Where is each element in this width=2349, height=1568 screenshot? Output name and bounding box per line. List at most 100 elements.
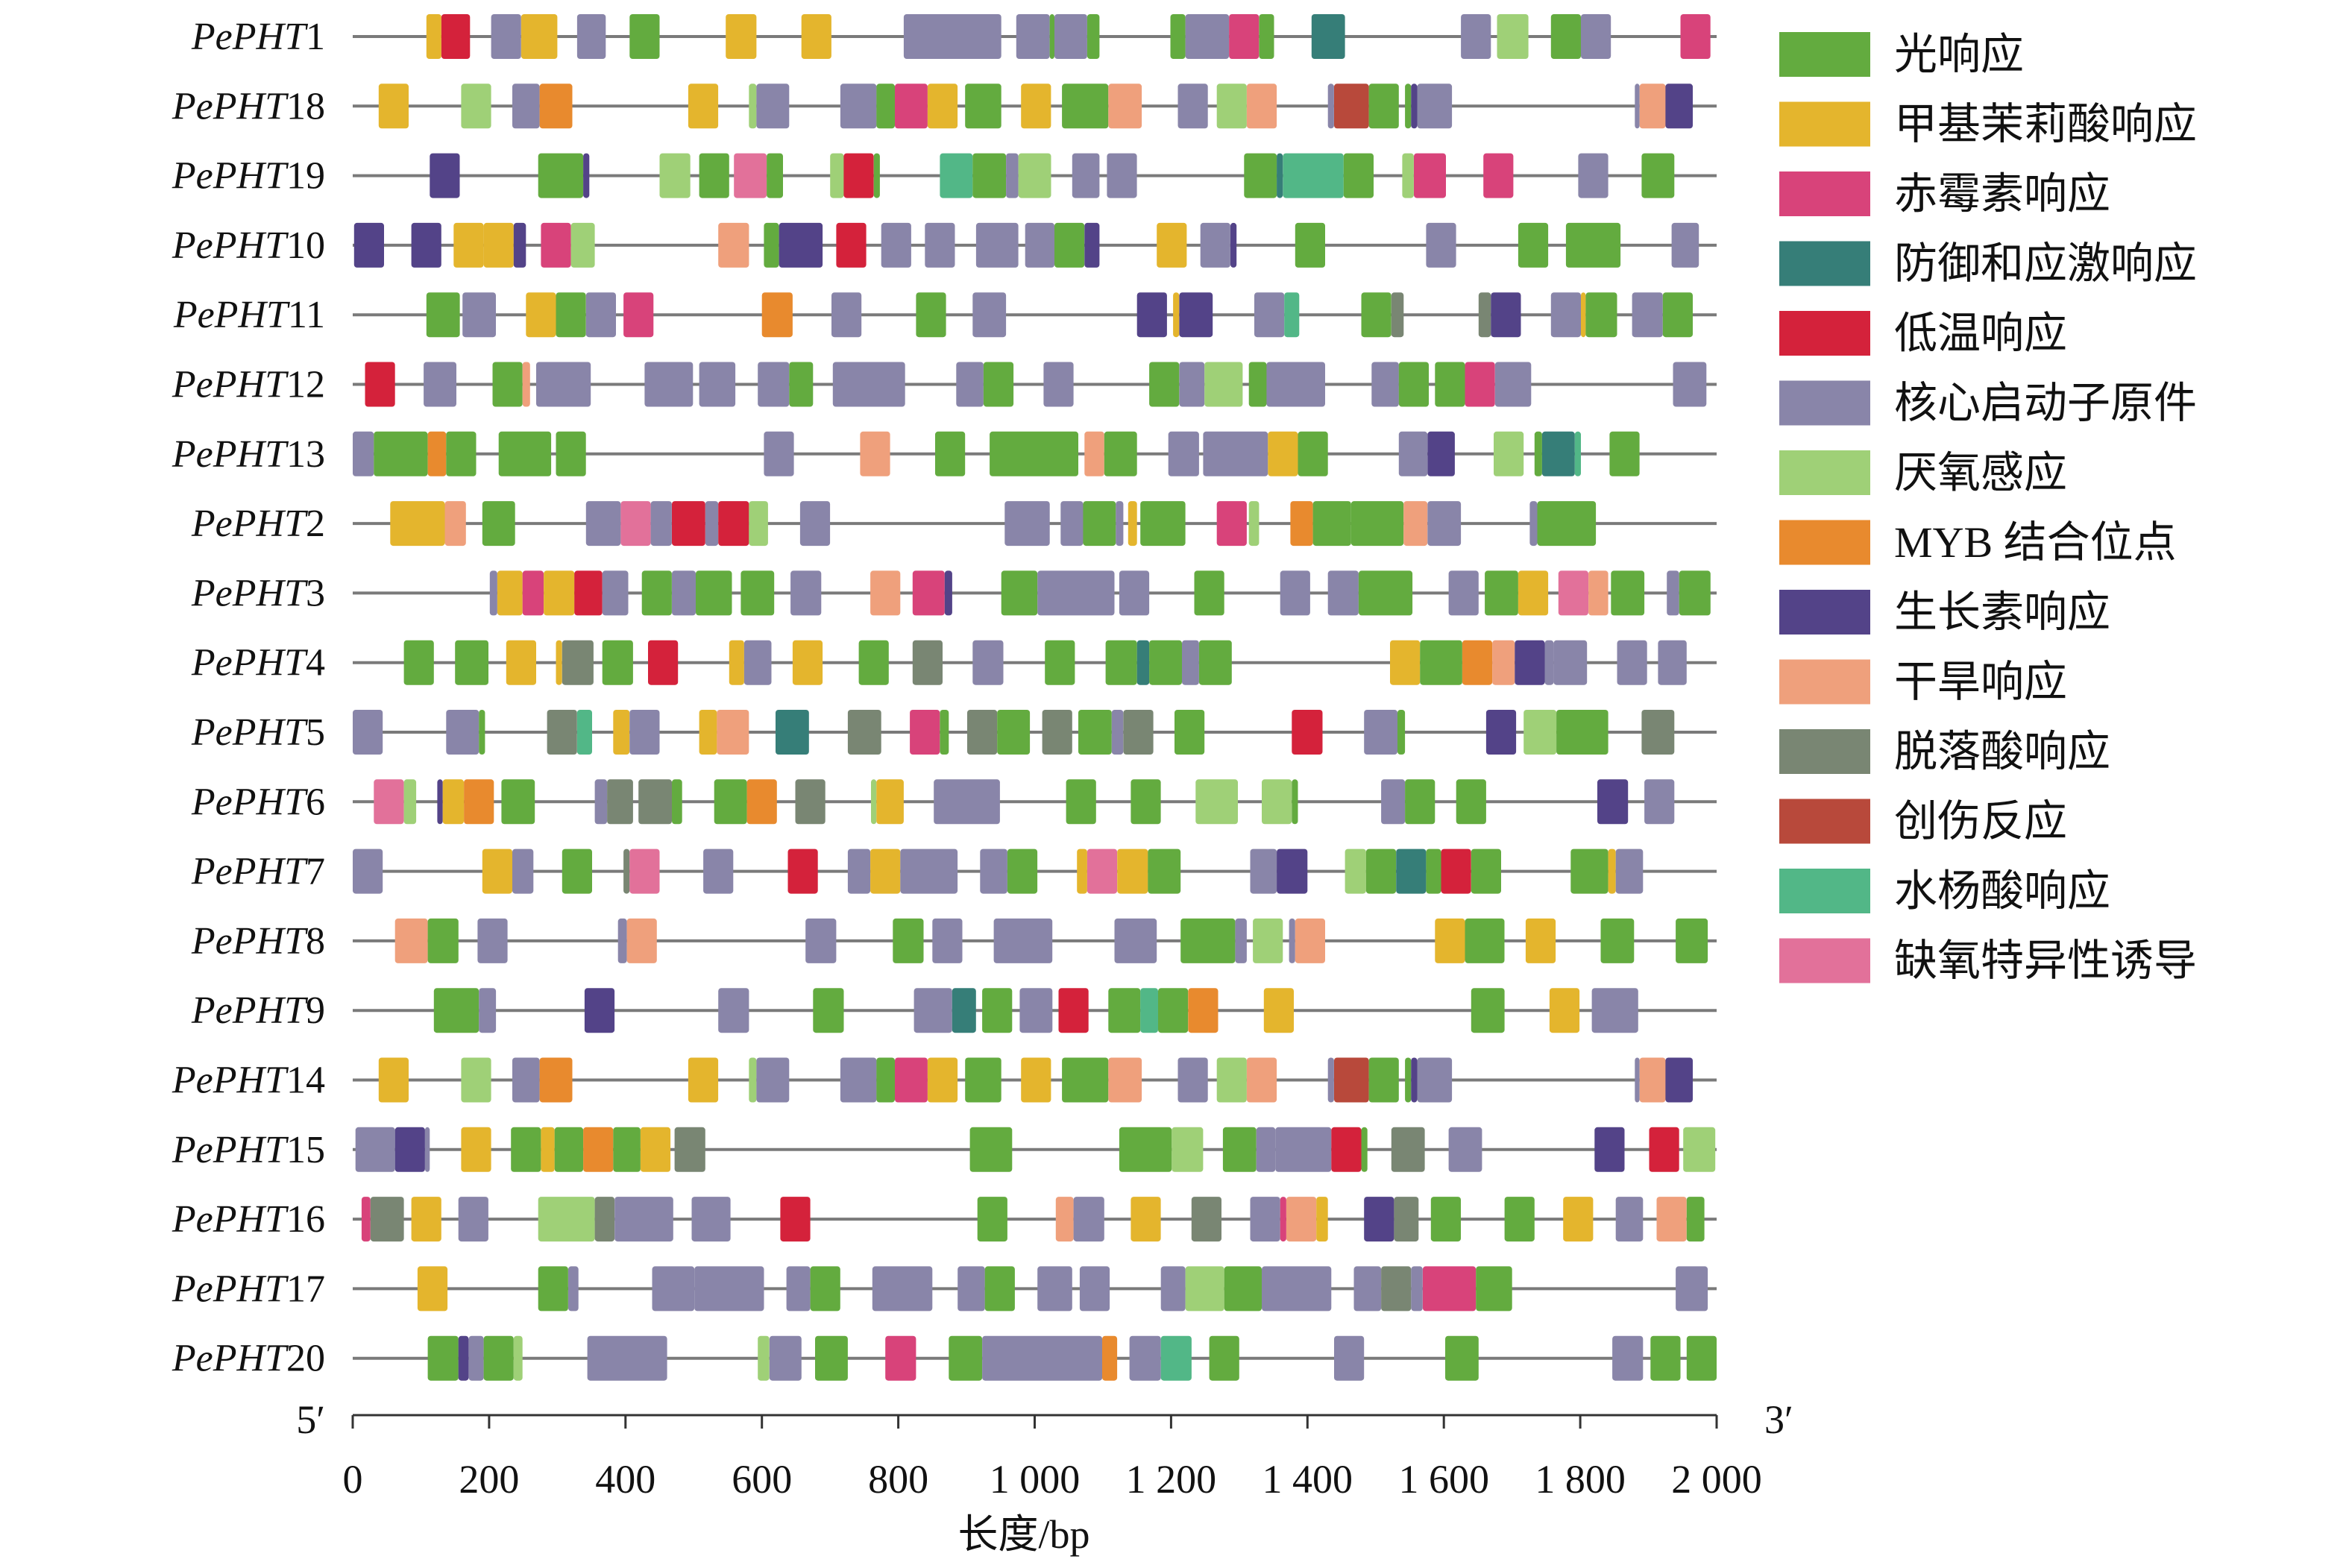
cis-element-box [1284, 292, 1300, 338]
cis-element-box [832, 362, 905, 407]
cis-element-box [1544, 640, 1554, 685]
cis-element-box [1563, 1197, 1594, 1242]
cis-element-box [641, 570, 672, 616]
cis-element-box [1229, 14, 1260, 59]
cis-element-box [1591, 988, 1638, 1033]
x-tick-label: 1 600 [1398, 1457, 1489, 1502]
cis-element-box [623, 848, 630, 894]
cis-element-box [840, 84, 877, 129]
cis-element-box [699, 362, 736, 407]
legend-item: 缺氧特异性诱导 [1779, 936, 2197, 985]
cis-element-box [1381, 1266, 1412, 1312]
cis-element-box [1116, 501, 1124, 547]
cis-element-box [1417, 84, 1453, 129]
cis-element-box [1391, 292, 1404, 338]
gene-row: PePHT14 [172, 1057, 1717, 1103]
cis-element-box [1343, 153, 1374, 198]
cis-element-box [1639, 1057, 1666, 1103]
cis-element-box [453, 222, 484, 268]
cis-element-box [743, 640, 772, 685]
cis-element-box [726, 14, 757, 59]
cis-element-box [1168, 431, 1199, 476]
cis-element-box [758, 362, 790, 407]
cis-element-box [1558, 570, 1588, 616]
cis-element-box [1518, 222, 1549, 268]
cis-element-box [1518, 570, 1549, 616]
cis-element-box [870, 570, 901, 616]
cis-element-box [694, 1266, 764, 1312]
gene-rows: PePHT1 PePHT18 PePHT19 PePHT10 PePHT11 PePHT1… [172, 14, 1717, 1381]
legend-item: 核心启动子原件 [1779, 379, 2197, 427]
cis-element-box [975, 222, 1019, 268]
cis-element-box [1420, 640, 1462, 685]
gene-row: PePHT12 [172, 362, 1717, 407]
legend-swatch [1779, 311, 1870, 356]
cis-element-box [1327, 570, 1359, 616]
legend-swatch [1779, 520, 1870, 565]
cis-element-box [860, 431, 890, 476]
cis-element-box [441, 14, 471, 59]
cis-element-box [629, 848, 660, 894]
cis-element-box [1465, 918, 1505, 963]
cis-element-box [1108, 84, 1142, 129]
cis-element-box [538, 1197, 595, 1242]
cis-element-box [1295, 918, 1325, 963]
cis-element-box [1216, 501, 1247, 547]
x-tick-label: 1 800 [1535, 1457, 1626, 1502]
gene-label: PePHT7 [191, 850, 325, 892]
cis-element-box [394, 1127, 425, 1172]
cis-element-box [426, 292, 460, 338]
cis-element-box [1537, 501, 1597, 547]
cis-element-box [913, 988, 952, 1033]
cis-element-box [1043, 362, 1074, 407]
cis-element-box [969, 1127, 1013, 1172]
cis-element-box [1160, 1266, 1186, 1312]
cis-element-box [584, 988, 615, 1033]
cis-element-box [756, 84, 790, 129]
cis-element-box [353, 710, 383, 755]
cis-element-box [403, 779, 417, 825]
cis-element-box [672, 779, 682, 825]
cis-element-box [1350, 501, 1404, 547]
cis-element-box [927, 84, 958, 129]
cis-element-box [912, 570, 945, 616]
cis-element-box [1114, 918, 1157, 963]
cis-element-box [1553, 640, 1588, 685]
legend-label: 光响应 [1894, 31, 2024, 79]
cis-element-box [1403, 501, 1428, 547]
cis-element-box [972, 292, 1007, 338]
cis-element-box [1256, 1127, 1276, 1172]
cis-element-box [536, 362, 591, 407]
legend-swatch [1779, 729, 1870, 774]
cis-element-box [1289, 918, 1295, 963]
cis-element-box [1368, 84, 1399, 129]
cis-element-box [1117, 848, 1148, 894]
cis-element-box [522, 570, 544, 616]
cis-element-box [795, 779, 826, 825]
legend-item: 脱落酸响应 [1779, 728, 2110, 776]
cis-element-box [688, 1057, 719, 1103]
cis-element-box [767, 153, 783, 198]
gene-label: PePHT16 [172, 1198, 325, 1241]
cis-element-box [1612, 1335, 1644, 1381]
gene-row: PePHT4 [191, 640, 1717, 685]
cis-element-box [1448, 1127, 1482, 1172]
legend-item: 厌氧感应 [1779, 449, 2067, 497]
cis-element-box [1230, 222, 1237, 268]
cis-element-box [513, 222, 526, 268]
cis-element-box [1195, 779, 1238, 825]
x-tick-label: 400 [595, 1457, 655, 1502]
cis-element-box [511, 1127, 541, 1172]
gene-row: PePHT2 [191, 501, 1717, 547]
cis-element-box [1054, 222, 1085, 268]
cis-element-box [617, 918, 627, 963]
gene-row: PePHT13 [172, 431, 1717, 476]
cis-element-box [353, 222, 384, 268]
cis-element-box [910, 710, 940, 755]
cis-element-box [355, 1127, 395, 1172]
cis-element-box [1597, 779, 1629, 825]
cis-element-box [1185, 14, 1230, 59]
x-tick-label: 800 [868, 1457, 928, 1502]
cis-element-box [411, 1197, 441, 1242]
cis-element-box [780, 1197, 811, 1242]
